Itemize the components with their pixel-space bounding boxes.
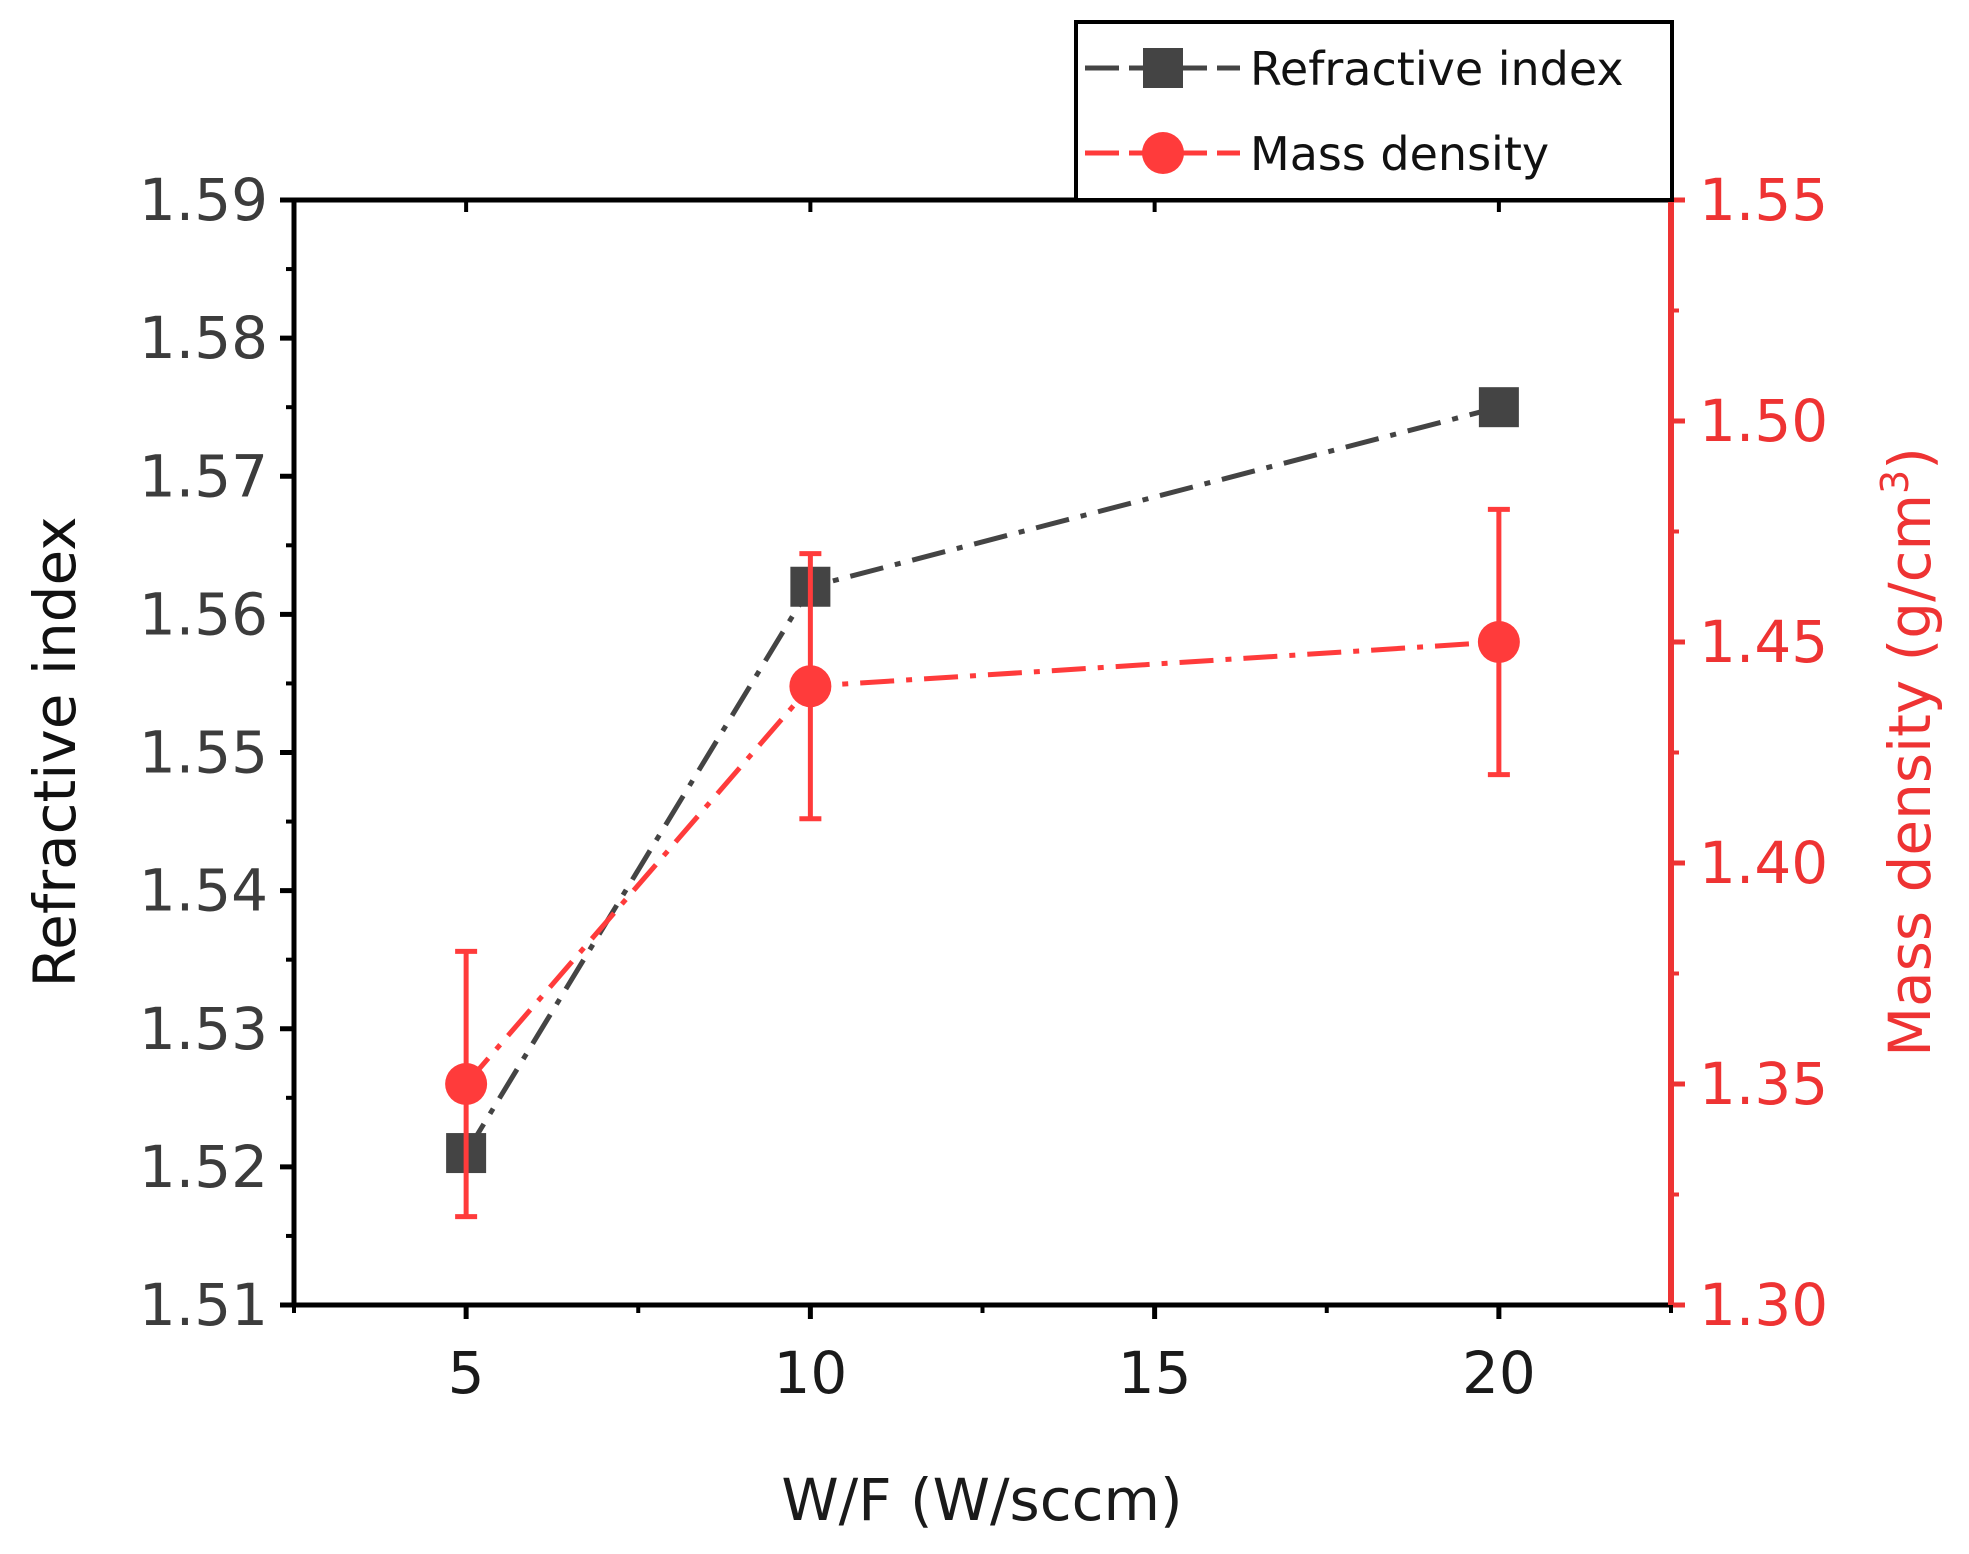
- left-axis-tick-label: 1.57: [139, 442, 268, 510]
- legend-label-mass-density: Mass density: [1250, 127, 1549, 181]
- right-axis-tick-label: 1.45: [1699, 608, 1828, 676]
- legend-marker-circle: [1142, 132, 1184, 174]
- series-line: [464, 639, 1500, 1086]
- x-axis-ticks: 5 10 15 20: [292, 200, 1673, 1407]
- series-mass-density: [445, 506, 1520, 1220]
- right-axis-tick-label: 1.50: [1699, 387, 1828, 455]
- y-right-axis-title-close: ): [1876, 447, 1944, 470]
- left-axis-tick-label: 1.56: [139, 580, 268, 648]
- series-refractive-index: [446, 387, 1519, 1174]
- left-axis-tick-label: 1.53: [139, 995, 268, 1063]
- legend-label-refractive-index: Refractive index: [1250, 42, 1624, 96]
- left-axis-tick-label: 1.58: [139, 304, 268, 372]
- left-axis-tick-label: 1.59: [139, 166, 268, 234]
- data-point-square: [1478, 387, 1519, 428]
- x-axis-title: W/F (W/sccm): [781, 1466, 1182, 1534]
- legend-marker-square: [1143, 48, 1183, 88]
- y-right-axis-title: Mass density (g/cm3): [1873, 447, 1944, 1057]
- series-layer: [445, 387, 1520, 1220]
- series-line: [463, 404, 1500, 1155]
- right-axis-tick-label: 1.55: [1699, 166, 1828, 234]
- y-right-axis-title-sup: 3: [1873, 470, 1917, 494]
- left-axis-ticks: 1.51 1.52 1.53 1.54 1.55 1.56 1.57 1.58 1.59: [139, 166, 294, 1339]
- x-axis-tick-label: 20: [1462, 1339, 1536, 1407]
- data-point-circle: [445, 1063, 488, 1105]
- y-right-axis-title-main: Mass density (g/cm: [1876, 494, 1944, 1057]
- left-axis-tick-label: 1.55: [139, 719, 268, 787]
- x-axis-tick-label: 5: [448, 1339, 485, 1407]
- left-axis-tick-label: 1.54: [139, 857, 268, 925]
- left-axis-minor-ticks: [286, 267, 294, 1238]
- x-axis-tick-label: 15: [1118, 1339, 1192, 1407]
- data-point-circle: [1477, 621, 1520, 663]
- data-point-circle: [789, 665, 832, 708]
- y-axis-title: Refractive index: [21, 516, 89, 987]
- right-axis-tick-label: 1.40: [1699, 829, 1828, 897]
- legend: Refractive index Mass density: [1074, 20, 1674, 202]
- right-axis-ticks: 1.30 1.35 1.40 1.45 1.50 1.55: [1671, 166, 1828, 1339]
- left-axis-tick-label: 1.51: [139, 1271, 268, 1339]
- right-axis-tick-label: 1.35: [1699, 1050, 1828, 1118]
- left-axis-tick-label: 1.52: [139, 1133, 268, 1201]
- right-axis-tick-label: 1.30: [1699, 1271, 1828, 1339]
- x-axis-tick-label: 10: [773, 1339, 847, 1407]
